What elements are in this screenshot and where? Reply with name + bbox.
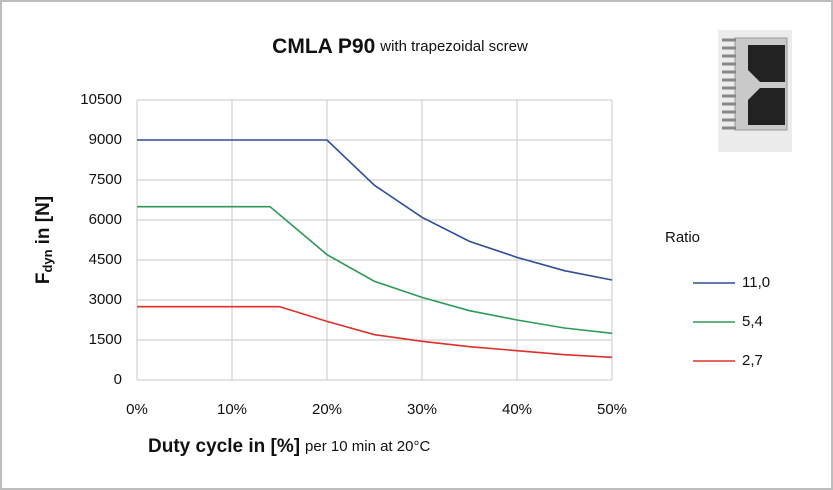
y-tick-label: 0 bbox=[114, 371, 122, 388]
y-tick-label: 6000 bbox=[89, 211, 122, 228]
x-tick-label: 30% bbox=[407, 401, 437, 418]
y-tick-label: 4500 bbox=[89, 251, 122, 268]
product-icon bbox=[718, 30, 792, 152]
y-axis-symbol: F bbox=[33, 273, 54, 285]
x-axis-label: Duty cycle in [%] bbox=[148, 436, 300, 457]
legend-title: Ratio bbox=[665, 229, 700, 246]
y-tick-label: 10500 bbox=[80, 91, 122, 108]
y-tick-label: 1500 bbox=[89, 331, 122, 348]
x-axis-note: per 10 min at 20°C bbox=[305, 438, 430, 455]
x-axis-label-group: Duty cycle in [%] per 10 min at 20°C bbox=[148, 436, 430, 457]
x-tick-label: 0% bbox=[126, 401, 148, 418]
legend-label: 2,7 bbox=[742, 352, 763, 369]
x-tick-label: 50% bbox=[597, 401, 627, 418]
y-axis-unit: in [N] bbox=[33, 196, 54, 245]
x-tick-label: 40% bbox=[502, 401, 532, 418]
legend-label: 5,4 bbox=[742, 313, 763, 330]
legend-label: 11,0 bbox=[742, 274, 770, 291]
x-tick-label: 20% bbox=[312, 401, 342, 418]
y-axis-subscript: dyn bbox=[40, 249, 55, 272]
chart-subtitle: with trapezoidal screw bbox=[379, 38, 528, 55]
chart: CMLA P90with trapezoidal screw Duty cycl… bbox=[0, 0, 833, 490]
y-tick-label: 9000 bbox=[89, 131, 122, 148]
y-tick-label: 7500 bbox=[89, 171, 122, 188]
x-tick-label: 10% bbox=[217, 401, 247, 418]
y-tick-label: 3000 bbox=[89, 291, 122, 308]
chart-title: CMLA P90 bbox=[272, 35, 375, 58]
